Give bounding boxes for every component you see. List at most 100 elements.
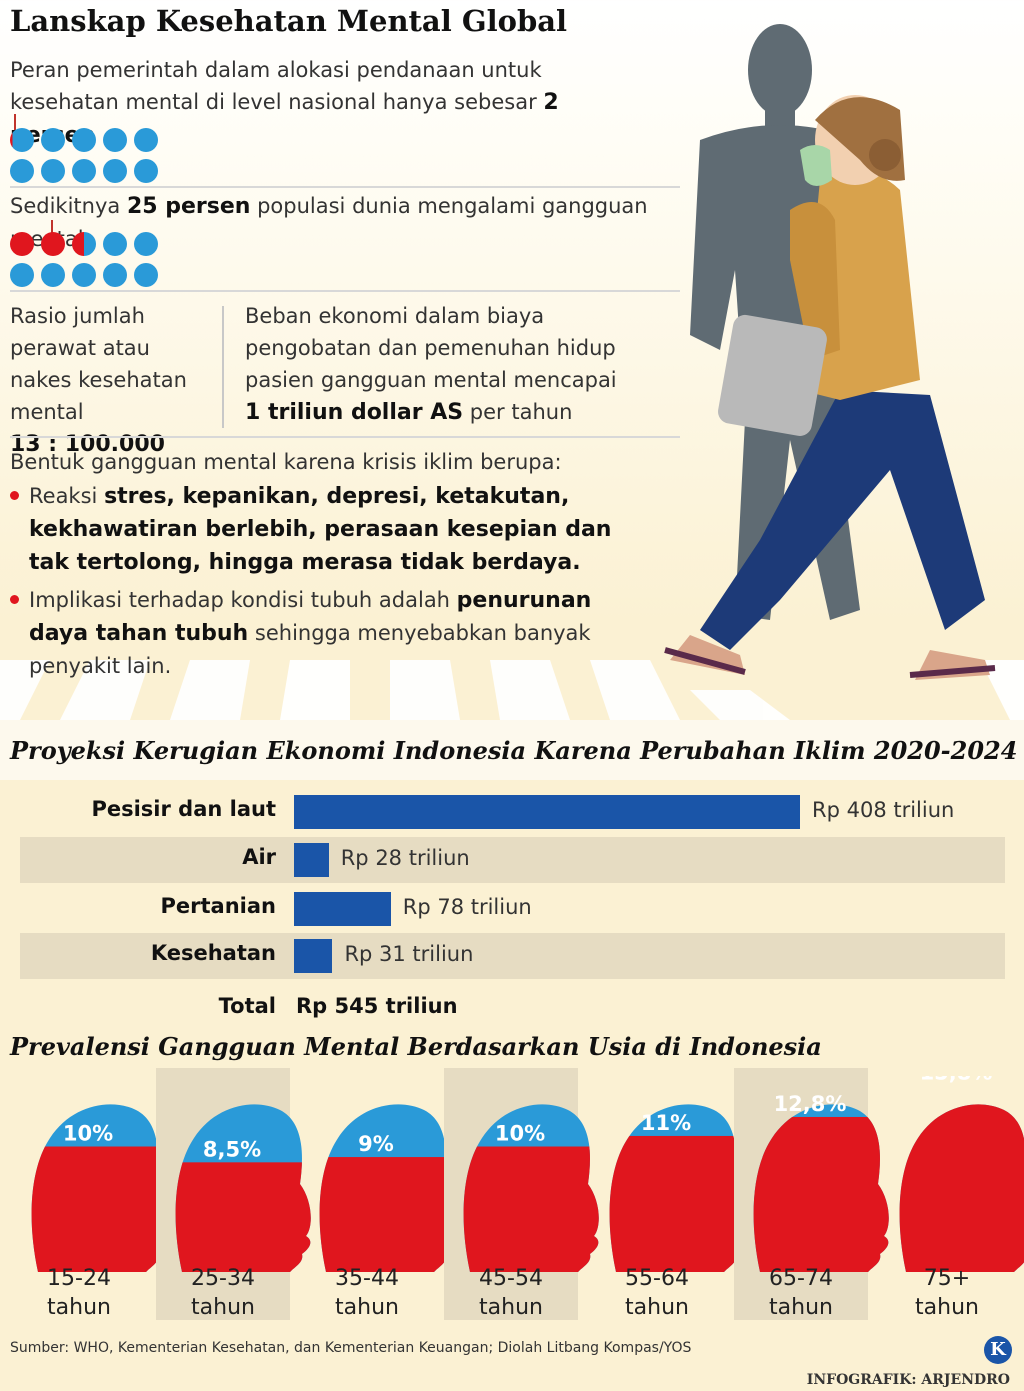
dot bbox=[10, 263, 34, 287]
dot bbox=[10, 159, 34, 183]
kompas-logo: K bbox=[984, 1336, 1012, 1364]
age-unit: tahun bbox=[769, 1295, 833, 1320]
chart-section-1-bg bbox=[0, 720, 1024, 780]
dot bbox=[41, 128, 65, 152]
age-label: 65-74 tahun bbox=[734, 1264, 868, 1322]
stat-population-mental-text: Sedikitnya bbox=[10, 194, 127, 218]
age-range: 65-74 bbox=[769, 1266, 833, 1291]
age-unit: tahun bbox=[479, 1295, 543, 1320]
dot bbox=[103, 159, 127, 183]
page-title: Lanskap Kesehatan Mental Global bbox=[10, 4, 568, 38]
stat-population-mental-value: 25 persen bbox=[126, 194, 251, 219]
climate-bullet-1: Reaksi stres, kepanikan, depresi, ketaku… bbox=[10, 480, 640, 579]
bar-label: Kesehatan bbox=[150, 941, 276, 965]
stat-economic-burden-text-after: per tahun bbox=[463, 400, 573, 424]
head-prevalence-fill bbox=[319, 1157, 455, 1273]
divider bbox=[10, 436, 680, 438]
dot bbox=[41, 263, 65, 287]
stat-government-funding: Peran pemerintah dalam alokasi pendanaan… bbox=[10, 54, 630, 152]
dot bbox=[72, 232, 96, 256]
prevalence-value-label: 10% bbox=[495, 1122, 545, 1146]
bar-value-label: Rp 28 triliun bbox=[340, 846, 470, 870]
dot bbox=[72, 263, 96, 287]
climate-intro: Bentuk gangguan mental karena krisis ikl… bbox=[10, 450, 562, 474]
climate-bullet-2-bold: penurunan daya tahan tubuh bbox=[29, 588, 592, 646]
stat-nurse-ratio-label: Rasio jumlah perawat atau nakes kesehata… bbox=[10, 304, 187, 424]
dot bbox=[41, 159, 65, 183]
age-unit: tahun bbox=[191, 1295, 255, 1320]
dot bbox=[134, 232, 158, 256]
dot bbox=[103, 232, 127, 256]
bar-value-label: Rp 78 triliun bbox=[402, 895, 532, 919]
dot bbox=[41, 232, 65, 256]
head-prevalence-fill bbox=[609, 1135, 745, 1273]
prevalence-value-label: 9% bbox=[358, 1132, 394, 1156]
bar bbox=[294, 892, 391, 926]
age-range: 55-64 bbox=[625, 1266, 689, 1291]
vertical-divider bbox=[222, 306, 224, 428]
head-icon: 12,8% bbox=[753, 1092, 889, 1273]
head-icon: 15,8% bbox=[899, 1076, 1024, 1273]
age-unit: tahun bbox=[625, 1295, 689, 1320]
age-label: 55-64 tahun bbox=[590, 1264, 724, 1322]
stat-population-mental: Sedikitnya 25 persen populasi dunia meng… bbox=[10, 190, 690, 255]
age-range: 35-44 bbox=[335, 1266, 399, 1291]
dot bbox=[134, 263, 158, 287]
bar-label: Pesisir dan laut bbox=[91, 797, 276, 821]
prevalence-value-label: 12,8% bbox=[774, 1092, 847, 1116]
dot bbox=[10, 232, 34, 256]
dot bbox=[103, 263, 127, 287]
zebra-crossing bbox=[0, 660, 1024, 720]
total-label: Total bbox=[218, 994, 276, 1018]
climate-bullet-2: Implikasi terhadap kondisi tubuh adalah … bbox=[10, 584, 640, 682]
bar-value-label: Rp 31 triliun bbox=[344, 942, 474, 966]
prevalence-value-label: 15,8% bbox=[920, 1076, 993, 1084]
age-unit: tahun bbox=[915, 1295, 979, 1320]
infographic-credit: INFOGRAFIK: ARJENDRO bbox=[806, 1372, 1010, 1388]
dot-marker-tick bbox=[14, 114, 16, 130]
dot-array-2-percent bbox=[10, 128, 158, 183]
dot bbox=[134, 128, 158, 152]
divider bbox=[10, 186, 680, 188]
dot bbox=[134, 159, 158, 183]
age-range: 15-24 bbox=[47, 1266, 111, 1291]
prevalence-value-label: 10% bbox=[63, 1122, 113, 1146]
head-icon: 11% bbox=[609, 1104, 745, 1273]
head-prevalence-fill bbox=[175, 1162, 311, 1273]
bar-label: Pertanian bbox=[160, 894, 276, 918]
prevalence-chart-title: Prevalensi Gangguan Mental Berdasarkan U… bbox=[10, 1032, 822, 1061]
age-range: 25-34 bbox=[191, 1266, 255, 1291]
age-label: 15-24 tahun bbox=[12, 1264, 146, 1322]
dot bbox=[10, 128, 34, 152]
dot bbox=[72, 159, 96, 183]
age-label: 45-54 tahun bbox=[444, 1264, 578, 1322]
climate-bullet-1-text: Reaksi bbox=[29, 484, 105, 508]
dot-array-25-percent bbox=[10, 232, 158, 287]
row-band bbox=[20, 837, 1005, 883]
head-icon: 10% bbox=[31, 1104, 167, 1273]
total-value: Rp 545 triliun bbox=[296, 994, 458, 1018]
age-unit: tahun bbox=[47, 1295, 111, 1320]
stat-economic-burden-value: 1 triliun dollar AS bbox=[245, 400, 464, 425]
age-range: 45-54 bbox=[479, 1266, 543, 1291]
prevalence-value-label: 11% bbox=[641, 1111, 691, 1135]
head-prevalence-fill bbox=[31, 1146, 167, 1273]
economic-loss-chart-title: Proyeksi Kerugian Ekonomi Indonesia Kare… bbox=[10, 736, 1018, 765]
bar-value-label: Rp 408 triliun bbox=[812, 798, 955, 822]
age-range: 75+ bbox=[923, 1266, 971, 1291]
dot bbox=[103, 128, 127, 152]
bullet-dot bbox=[10, 595, 19, 604]
bar bbox=[294, 795, 800, 829]
bullet-dot bbox=[10, 491, 19, 500]
age-unit: tahun bbox=[335, 1295, 399, 1320]
stat-government-funding-text: Peran pemerintah dalam alokasi pendanaan… bbox=[10, 58, 544, 114]
head-prevalence-fill bbox=[753, 1116, 889, 1273]
prevalence-value-label: 8,5% bbox=[203, 1137, 261, 1161]
bar bbox=[294, 939, 333, 973]
bar bbox=[294, 843, 329, 877]
head-icon: 10% bbox=[463, 1104, 599, 1273]
head-icon: 9% bbox=[319, 1104, 455, 1273]
climate-bullet-2-after: sehingga menyebabkan banyak penyakit lai… bbox=[29, 621, 591, 678]
age-label: 35-44 tahun bbox=[300, 1264, 434, 1322]
stat-economic-burden: Beban ekonomi dalam biaya pengobatan dan… bbox=[245, 300, 625, 429]
